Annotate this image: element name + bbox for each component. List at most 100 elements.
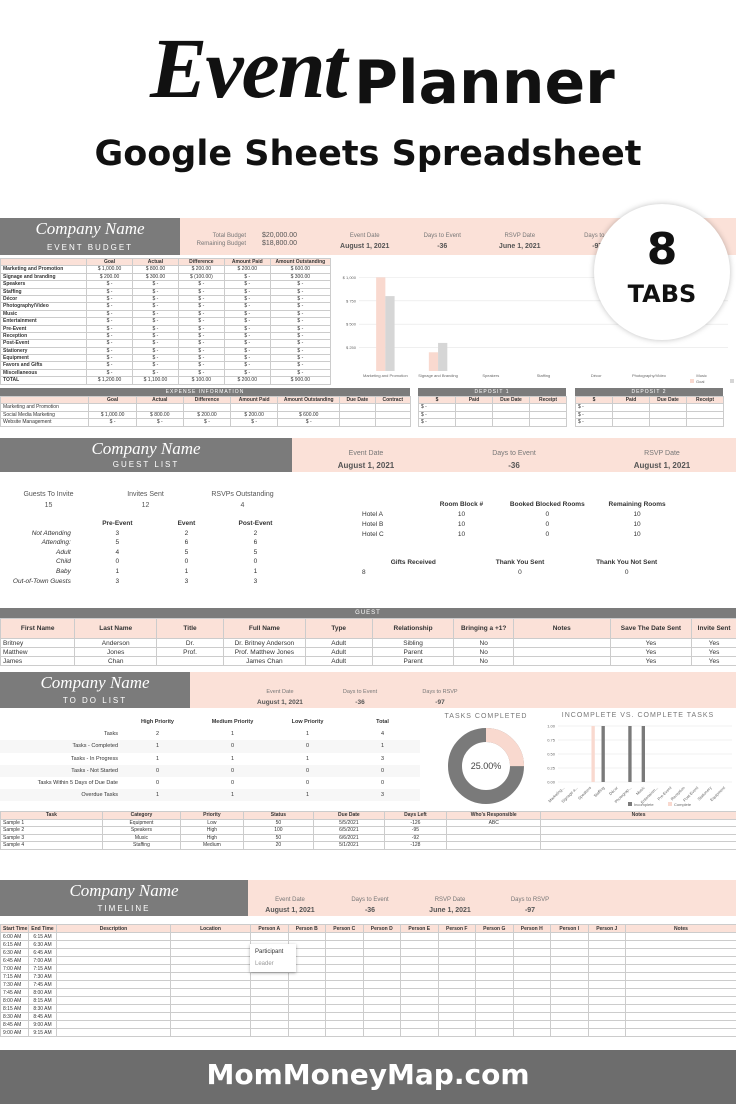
footer-text: MomMoneyMap.com: [206, 1058, 530, 1091]
cell: [541, 842, 736, 850]
cell: [375, 411, 411, 420]
cell: 2: [253, 529, 258, 537]
cell: [476, 965, 514, 973]
cell: Hotel B: [362, 521, 384, 528]
cell: $ -: [178, 325, 225, 333]
cell: Yes: [692, 648, 736, 657]
cell: $ -: [178, 369, 225, 378]
cell: [401, 1021, 439, 1029]
table-row: $ -: [576, 419, 724, 427]
column-header: Actual: [136, 397, 184, 405]
column-header: Actual: [132, 259, 179, 267]
y-tick-label: $ 1,000: [343, 275, 357, 280]
cell: 9:15 AM: [29, 1029, 57, 1037]
cell: [493, 411, 530, 420]
cell: [541, 827, 736, 835]
cell: $ -: [576, 419, 613, 427]
cell: [288, 989, 326, 997]
cell: [251, 1013, 289, 1021]
cell: $ -: [270, 332, 331, 341]
cell: $ -: [178, 318, 225, 326]
cell: [326, 949, 364, 957]
chart: 0.000.250.500.751.00Marketing...Signage …: [547, 712, 732, 807]
x-tick-label: Staffing: [592, 785, 605, 798]
cell: Yes: [692, 657, 736, 666]
company-name: Company Name: [35, 219, 145, 238]
legend-label: Goal: [696, 379, 705, 384]
x-tick-label: Speakers: [577, 785, 592, 800]
cell: $ -: [132, 332, 179, 341]
column-header: Difference: [183, 397, 232, 405]
cell: Parent: [372, 648, 455, 657]
cell: $ -: [224, 318, 271, 326]
cell: [438, 997, 476, 1005]
stat-label: Event Date: [275, 897, 305, 903]
cell: $ -: [89, 419, 137, 427]
cell: $ -: [576, 411, 613, 420]
cell: [438, 941, 476, 949]
cell: High: [181, 834, 244, 842]
cell: 6/6/2021: [314, 834, 385, 842]
cell: High: [181, 827, 244, 835]
cell: [363, 973, 401, 981]
table-row: Miscellaneous $ - $ - $ - $ - $ -: [1, 369, 331, 378]
cell: $ 900.00: [270, 377, 331, 385]
cell: [326, 1021, 364, 1029]
cell: [588, 989, 626, 997]
cell: Pre-Event: [1, 325, 88, 333]
cell: [447, 827, 542, 835]
cell: [476, 933, 514, 941]
table-row: Marketing and Promotion $ 1,000.00 $ 800.0…: [1, 266, 331, 274]
chart-title: TASKS COMPLETED: [445, 713, 528, 720]
cell: [363, 949, 401, 957]
cell: [541, 834, 736, 842]
cell: $ -: [178, 355, 225, 363]
cell: [363, 933, 401, 941]
bar: [628, 726, 632, 782]
cell: $ -: [87, 369, 133, 378]
cell: 7:15 AM: [1, 973, 29, 981]
pink-strip: [292, 438, 736, 472]
cell: 0: [155, 767, 160, 774]
legend-label: Incomplete: [634, 802, 654, 807]
table-row: Equipment $ - $ - $ - $ - $ -: [1, 355, 331, 363]
cell: Favors and Gifts: [1, 362, 88, 370]
cell: $ 800.00: [132, 266, 179, 274]
cell: -126: [384, 819, 448, 827]
stat-value: August 1, 2021: [340, 243, 390, 250]
cell: [171, 933, 251, 941]
cell: 1: [155, 792, 160, 799]
cell: 3: [380, 792, 385, 799]
column-header: Relationship: [372, 619, 455, 639]
cell: [288, 957, 326, 965]
cell: [588, 973, 626, 981]
script-title: Event: [150, 20, 347, 116]
cell: $ 200.00: [178, 266, 225, 274]
cell: [588, 933, 626, 941]
cell: [551, 957, 589, 965]
cell: [326, 965, 364, 973]
cell: Sample 4: [1, 842, 103, 850]
table-row: James Chan James Chan Adult Parent No Yes Yes: [1, 657, 736, 666]
cell: [626, 949, 736, 957]
cell: 9:00 AM: [1, 1029, 29, 1037]
cell: [401, 981, 439, 989]
cell: [57, 965, 171, 973]
cell: 6:15 AM: [29, 933, 57, 941]
column-header: Days Left: [384, 812, 448, 820]
cell: [513, 1021, 551, 1029]
bar: [591, 726, 595, 782]
table-row: Music $ - $ - $ - $ - $ -: [1, 310, 331, 319]
column-header: Goal: [89, 397, 137, 405]
stat-label: Days to Event: [423, 233, 461, 239]
cell: Yes: [610, 648, 693, 657]
stat-value: -36: [437, 243, 448, 250]
column-header: Thank You Sent: [495, 559, 545, 566]
cell: [171, 1013, 251, 1021]
chart-title: INCOMPLETE VS. COMPLETE TASKS: [562, 712, 714, 719]
cell: Tasks - In Progress: [70, 755, 118, 762]
header-row: Room Block # Booked Blocked Rooms Remainin…: [360, 500, 680, 510]
cell: [551, 989, 589, 997]
cell: Out-of-Town Guests: [12, 577, 71, 585]
cell: [513, 973, 551, 981]
